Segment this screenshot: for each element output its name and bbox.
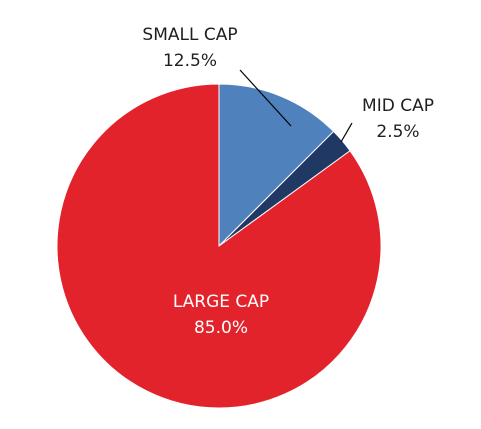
mid-cap-value-label: 2.5%: [376, 122, 419, 142]
pie-slices: [56, 83, 382, 409]
pie-slice-small-cap: [218, 83, 335, 248]
mid-cap-leader-line: [340, 122, 353, 143]
pie-slice-large-cap: [56, 83, 382, 409]
large-cap-value-label: 85.0%: [194, 318, 248, 338]
small-cap-leader-line: [239, 69, 292, 127]
large-cap-label: LARGE CAP: [173, 292, 269, 312]
mid-cap-label: MID CAP: [362, 96, 434, 116]
small-cap-value-label: 12.5%: [163, 51, 217, 71]
small-cap-label: SMALL CAP: [142, 25, 237, 45]
